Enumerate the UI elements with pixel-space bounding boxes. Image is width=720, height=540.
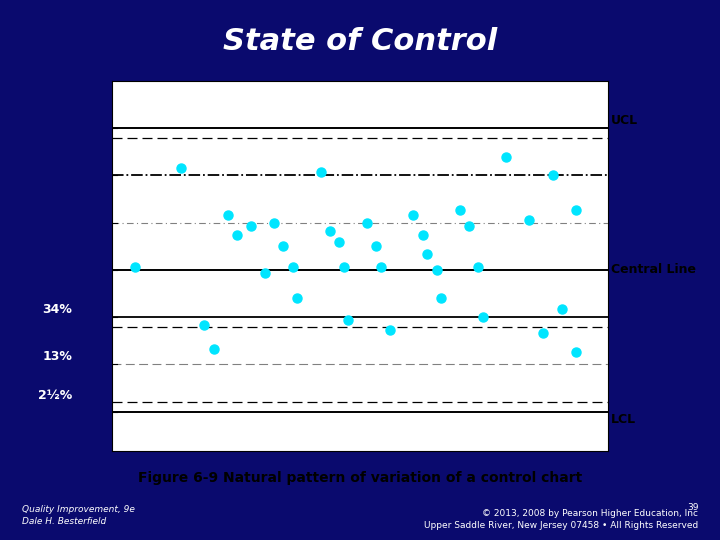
Text: Figure 6-9 Natural pattern of variation of a control chart: Figure 6-9 Natural pattern of variation …	[138, 471, 582, 485]
Text: 13%: 13%	[42, 350, 72, 363]
Text: Central Line: Central Line	[611, 264, 696, 276]
Text: 2½%: 2½%	[37, 389, 72, 402]
Text: 34%: 34%	[42, 303, 72, 316]
Text: UCL: UCL	[611, 114, 638, 127]
Text: LCL: LCL	[611, 413, 636, 426]
Text: 39: 39	[687, 503, 698, 512]
Text: © 2013, 2008 by Pearson Higher Education, Inc
Upper Saddle River, New Jersey 074: © 2013, 2008 by Pearson Higher Education…	[424, 509, 698, 530]
Text: State of Control: State of Control	[223, 28, 497, 56]
Text: Quality Improvement, 9e
Dale H. Besterfield: Quality Improvement, 9e Dale H. Besterfi…	[22, 505, 135, 526]
